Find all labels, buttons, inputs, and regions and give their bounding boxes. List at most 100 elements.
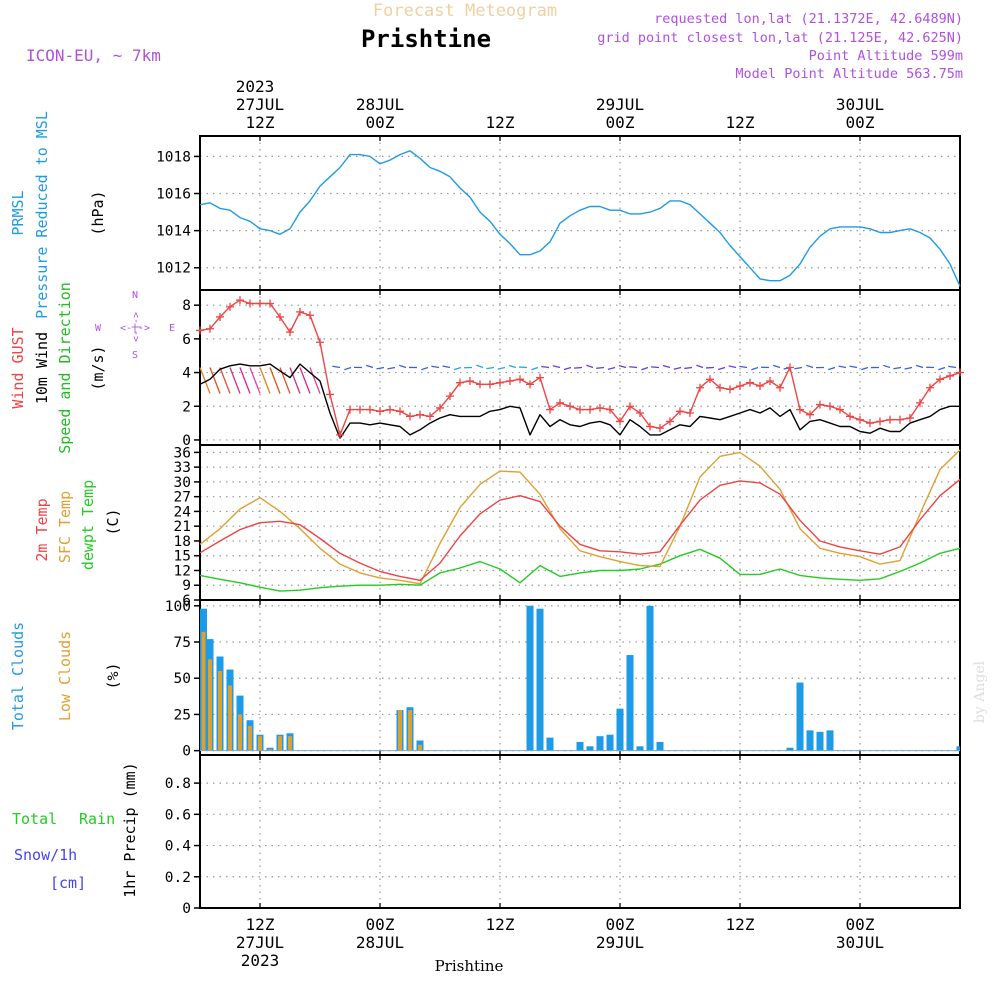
precip-label-total: Total	[12, 810, 57, 828]
wind-gust-marker	[606, 405, 614, 414]
wind-gust-marker	[946, 371, 954, 380]
wind-gust-marker	[506, 376, 514, 385]
wind-arrow	[399, 364, 407, 369]
wind-ytick-label: 8	[182, 298, 191, 314]
compass-north: N	[132, 290, 138, 301]
wind-arrow	[574, 366, 583, 369]
wind-gust-marker	[406, 412, 414, 421]
cloud-bars	[200, 605, 960, 751]
total-cloud-bar	[826, 730, 834, 751]
product-title: Forecast Meteogram	[373, 1, 557, 21]
wind-arrow	[739, 365, 748, 369]
compass-east: E	[169, 323, 175, 334]
wind-arrow	[531, 366, 539, 371]
temp-ytick-label: 27	[174, 490, 191, 506]
precip-labels: Total Rain Snow/1h [cm] 1hr Precip (mm)	[12, 762, 139, 897]
bottom-axis-label: 00Z	[366, 915, 395, 934]
total-cloud-bar	[806, 730, 814, 751]
compass-arrow-vertical: <-|->	[131, 312, 142, 342]
top-date-label: 29JUL	[596, 95, 644, 114]
wind-gust-marker	[546, 405, 554, 414]
footer-station: Prishtine	[435, 957, 504, 975]
wind-gust-marker	[786, 363, 794, 372]
wind-arrow	[387, 366, 396, 370]
top-hour-label: 12Z	[726, 113, 755, 132]
top-year-label: 2023	[236, 77, 275, 96]
wind-arrow	[476, 364, 484, 369]
wind-arrow	[289, 367, 301, 394]
wind-gust-marker	[216, 312, 224, 321]
cloud-labels: Total Clouds Low Clouds (%)	[9, 622, 122, 730]
wind-arrow	[586, 364, 594, 369]
wind-arrow	[453, 366, 462, 371]
wind-arrow	[838, 365, 847, 369]
wind-ytick-label: 2	[182, 399, 191, 415]
top-hour-label: 12Z	[246, 113, 275, 132]
wind-gust-marker	[836, 405, 844, 414]
wind-arrow	[751, 366, 759, 371]
wind-gust-marker	[906, 414, 914, 423]
wind-gust-marker	[226, 302, 234, 311]
precip-label-rain: Rain	[79, 810, 115, 828]
wind-gust-marker	[576, 405, 584, 414]
wind-arrow	[607, 366, 616, 370]
wind-gust-marker	[556, 398, 564, 407]
wind-arrow	[861, 366, 869, 371]
wind-arrow	[376, 366, 385, 370]
wind-arrow	[596, 366, 605, 369]
wind-gust-marker	[496, 378, 504, 387]
wind-direction-arrows	[199, 364, 957, 394]
top-hour-label: 12Z	[486, 113, 515, 132]
wind-gust-marker	[626, 402, 634, 411]
wind-gust-marker	[636, 408, 644, 417]
wind-gust-markers	[196, 296, 964, 439]
wind-panel: 0 2 4 6 8	[182, 289, 964, 449]
temp-ytick-label: 12	[174, 563, 191, 579]
temp-ytick-label: 30	[174, 475, 191, 491]
wind-arrow	[249, 367, 261, 394]
wind-gust-marker	[386, 405, 394, 414]
total-cloud-bar	[796, 682, 804, 751]
model-label: ICON-EU, ~ 7km	[26, 46, 161, 65]
temp-ytick-label: 24	[174, 504, 192, 520]
wind-arrow	[849, 365, 858, 369]
wind-arrow	[269, 367, 281, 394]
grid-point-lonlat: grid point closest lon,lat (21.125E, 42.…	[597, 30, 963, 46]
wind-gust-marker	[726, 385, 734, 394]
total-cloud-bar	[536, 608, 544, 751]
wind-arrow	[684, 366, 693, 370]
pressure-ytick-label: 1016	[156, 187, 191, 203]
wind-arrow	[541, 365, 550, 369]
temp-label-dewpt: dewpt Temp	[79, 480, 97, 570]
point-altitude: Point Altitude 599m	[809, 48, 963, 64]
wind-gust-marker	[466, 376, 474, 385]
total-cloud-bar	[786, 747, 794, 751]
total-cloud-bar	[606, 734, 614, 751]
wind-arrow	[486, 366, 495, 370]
wind-gust-marker	[476, 380, 484, 389]
total-cloud-bar	[546, 737, 554, 751]
wind-gust-marker	[886, 415, 894, 424]
wind-gust-marker	[336, 430, 344, 439]
temp-ytick-label: 21	[174, 519, 191, 535]
wind-gust-marker	[676, 407, 684, 416]
pressure-panel: 1012 1014 1016 1018	[156, 135, 961, 291]
wind-gust-marker	[696, 383, 704, 392]
clouds-ytick-label: 50	[174, 671, 191, 687]
wind-gust-marker	[266, 299, 274, 308]
requested-lonlat: requested lon,lat (21.1372E, 42.6489N)	[654, 11, 963, 27]
wind-arrow	[332, 365, 341, 369]
pressure-label-prmsl: PRMSL	[9, 190, 27, 235]
wind-arrow	[828, 366, 836, 371]
wind-gust-marker	[196, 326, 204, 335]
chart-panels: 1012101410161018024686912151821242730333…	[156, 135, 964, 917]
wind-gust-marker	[446, 392, 454, 401]
wind-gust-marker	[456, 378, 464, 387]
bottom-axis-label: 00Z	[846, 915, 875, 934]
pressure-labels: PRMSL Pressure Reduced to MSL (hPa)	[9, 111, 107, 319]
temp-ytick-label: 9	[182, 578, 191, 594]
wind-gust-marker	[686, 408, 694, 417]
wind-gust-marker	[376, 407, 384, 416]
wind-gust-marker	[566, 402, 574, 411]
